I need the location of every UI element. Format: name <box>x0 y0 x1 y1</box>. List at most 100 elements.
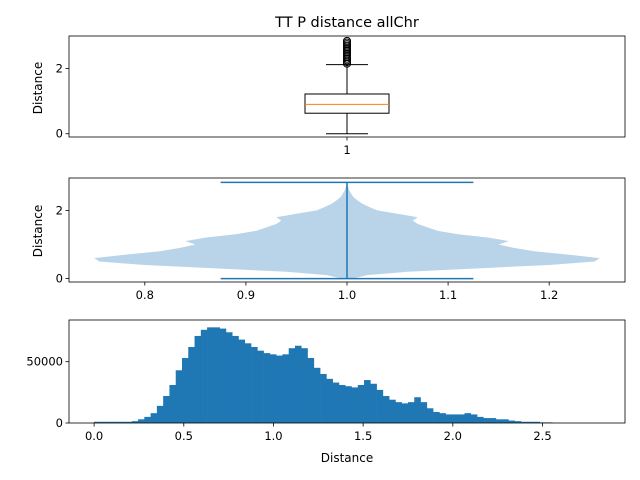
histogram-xtick-label: 0.0 <box>85 429 103 443</box>
histogram-frame <box>68 319 626 424</box>
histogram-bar <box>414 397 421 423</box>
boxplot-ytick-label: 2 <box>56 62 63 76</box>
histogram-bar <box>144 416 151 423</box>
histogram-xtick-label: 1.0 <box>264 429 282 443</box>
histogram-bar <box>112 421 120 423</box>
histogram-bar <box>489 418 497 423</box>
violin-xtick-label: 1.0 <box>338 288 356 302</box>
histogram-bar <box>238 339 246 423</box>
violin-panel: Distance 0 2 0.8 0.9 1.0 1.1 1.2 <box>31 177 626 302</box>
histogram-bar <box>156 405 164 423</box>
histogram-bar <box>269 354 277 423</box>
histogram-bar <box>495 419 503 423</box>
histogram-panel: Distance 0 50000 0.0 0.5 1.0 1.5 2.0 2.5 <box>26 319 626 465</box>
histogram-bar <box>288 348 296 423</box>
interquartile-box <box>304 93 390 114</box>
histogram-bar <box>106 421 114 423</box>
histogram-bar <box>458 414 465 423</box>
histogram-bar <box>502 419 509 423</box>
histogram-bar <box>445 414 453 423</box>
histogram-xtick-label: 0.5 <box>175 429 193 443</box>
histogram-bar <box>389 399 396 423</box>
histogram-bar <box>276 355 283 423</box>
histogram-bar <box>464 413 472 423</box>
histogram-bar <box>508 420 515 423</box>
histogram-bar <box>370 383 377 423</box>
histogram-bar <box>345 386 352 423</box>
violin-ytick-label: 0 <box>56 272 63 286</box>
histogram-bar <box>338 384 346 423</box>
histogram-bar <box>533 421 541 423</box>
violin-xtick-label: 0.8 <box>136 288 154 302</box>
histogram-bar <box>150 413 158 423</box>
histogram-bar <box>169 384 177 423</box>
histogram-bar <box>407 402 415 423</box>
histogram-bar <box>320 373 327 423</box>
histogram-bar <box>251 346 258 423</box>
histogram-bar <box>420 402 428 423</box>
histogram-bar <box>332 382 340 423</box>
histogram-bar <box>219 328 227 423</box>
violin-content <box>94 181 600 280</box>
histogram-bar <box>483 418 490 423</box>
boxplot-panel: TT P distance allChr Distance 0 2 1 <box>31 15 626 157</box>
histogram-bar <box>100 421 107 423</box>
histogram-bar <box>357 384 365 423</box>
boxplot-axes: 0 2 1 <box>56 35 626 157</box>
histogram-bar <box>181 358 189 423</box>
violin-axes: 0 2 0.8 0.9 1.0 1.1 1.2 <box>56 177 626 302</box>
histogram-bar <box>477 416 484 423</box>
histogram-bar <box>307 358 315 423</box>
histogram-x-axis-label: Distance <box>321 451 373 465</box>
histogram-ytick-label: 0 <box>56 416 63 430</box>
histogram-bar <box>94 421 101 423</box>
histogram-bar <box>313 367 321 423</box>
histogram-xtick-label: 1.5 <box>354 429 372 443</box>
histogram-bar <box>426 408 434 423</box>
histogram-bar <box>232 335 239 423</box>
histogram-bar <box>401 403 409 423</box>
histogram-bar <box>514 421 522 423</box>
boxplot-ytick-label: 0 <box>56 127 63 141</box>
histogram-bar <box>200 329 208 423</box>
histogram-bar <box>351 387 359 423</box>
boxplot-y-axis-label: Distance <box>31 62 45 114</box>
boxplot-xtick-label: 1 <box>343 143 350 157</box>
histogram-bar <box>382 396 390 423</box>
violin-xtick-label: 0.9 <box>237 288 255 302</box>
histogram-bar <box>163 396 170 423</box>
histogram-bar <box>520 421 528 423</box>
histogram-bar <box>125 421 133 423</box>
histogram-bar <box>225 332 233 423</box>
histogram-bar <box>188 346 195 423</box>
histogram-bar <box>470 414 478 423</box>
histogram-bar <box>376 389 384 423</box>
histogram-ytick-label: 50000 <box>26 355 63 369</box>
histogram-bar <box>301 348 308 423</box>
histogram-bar <box>244 343 252 423</box>
histogram-xtick-label: 2.5 <box>533 429 551 443</box>
boxplot-content <box>304 36 390 135</box>
histogram-bar <box>527 421 534 423</box>
histogram-bar <box>439 413 446 423</box>
chart-title: TT P distance allChr <box>274 15 419 31</box>
histogram-bar <box>433 411 440 423</box>
violin-xtick-label: 1.1 <box>439 288 457 302</box>
histogram-bar <box>263 353 271 423</box>
violin-y-axis-label: Distance <box>31 205 45 257</box>
violin-ytick-label: 2 <box>56 203 63 217</box>
histogram-axes: 0 50000 0.0 0.5 1.0 1.5 2.0 2.5 <box>26 319 626 443</box>
histogram-bar <box>131 421 139 423</box>
histogram-bar <box>138 419 145 423</box>
histogram-bar <box>326 378 333 423</box>
histogram-bar <box>451 414 459 423</box>
histogram-bar <box>213 327 220 423</box>
histogram-bar <box>282 354 290 423</box>
histogram-content <box>94 327 553 423</box>
outlier-point <box>343 36 351 45</box>
histogram-bar <box>395 402 403 423</box>
histogram-bar <box>175 370 183 423</box>
histogram-bar <box>294 345 302 423</box>
histogram-xtick-label: 2.0 <box>444 429 462 443</box>
